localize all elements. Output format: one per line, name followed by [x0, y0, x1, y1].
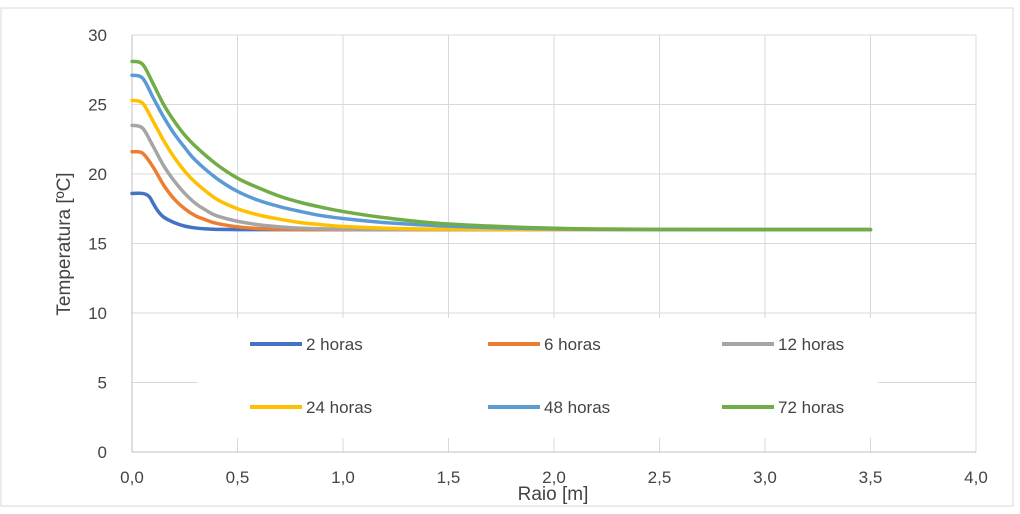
legend: 2 horas 6 horas 12 horas 24 horas 48 horas 72…: [250, 335, 844, 417]
tick-labels: 0 5 10 15 20 25 30 0,0 0,5 1,0 1,5 2,0 2,5 3,0 3,5 4,0: [88, 26, 988, 487]
series-lines: [130, 59, 873, 232]
legend-label-2: 6 horas: [544, 335, 601, 354]
y-tick-label: 10: [88, 304, 107, 323]
legend-label-1: 2 horas: [306, 335, 363, 354]
y-tick-label: 20: [88, 165, 107, 184]
y-tick-label: 30: [88, 26, 107, 45]
legend-label-6: 72 horas: [778, 398, 844, 417]
x-tick-label: 1,0: [331, 468, 355, 487]
series-line-6: [130, 59, 873, 232]
x-axis-title: Raio [m]: [518, 484, 589, 505]
legend-background: [198, 318, 878, 438]
legend-label-4: 24 horas: [306, 398, 372, 417]
legend-label-5: 48 horas: [544, 398, 610, 417]
y-tick-label: 25: [88, 96, 107, 115]
y-tick-label: 0: [98, 443, 107, 462]
y-tick-label: 15: [88, 235, 107, 254]
y-axis-title: Temperatura [ºC]: [54, 172, 75, 315]
x-tick-label: 0,5: [226, 468, 250, 487]
legend-label-3: 12 horas: [778, 335, 844, 354]
x-tick-label: 1,5: [437, 468, 461, 487]
axes: [131, 35, 976, 453]
x-tick-label: 3,5: [859, 468, 883, 487]
x-tick-label: 3,0: [753, 468, 777, 487]
x-tick-label: 2,5: [648, 468, 672, 487]
x-tick-label: 0,0: [120, 468, 144, 487]
y-tick-label: 5: [98, 374, 107, 393]
x-tick-label: 2,0: [542, 468, 566, 487]
x-tick-label: 4,0: [964, 468, 988, 487]
